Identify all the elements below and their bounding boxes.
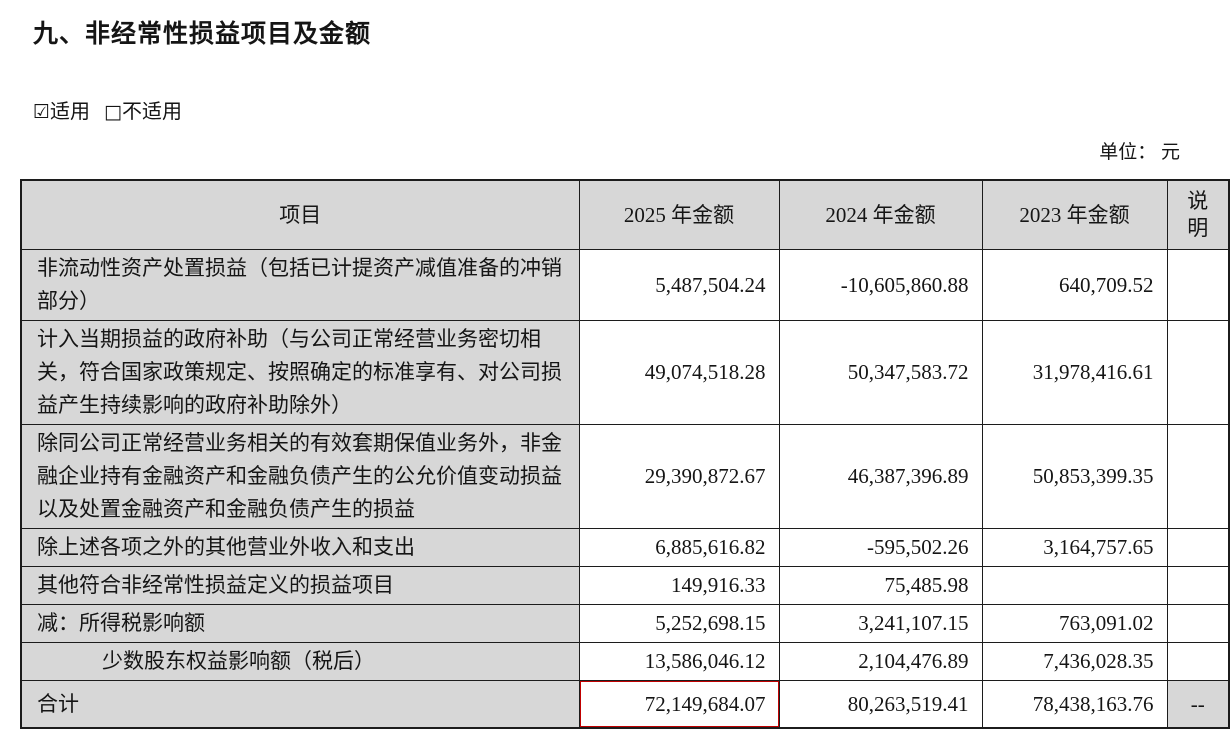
note-cell	[1166, 642, 1230, 681]
y2024-value-cell: 50,347,583.72	[778, 320, 983, 425]
header-item: 项目	[20, 179, 580, 250]
note-cell	[1166, 249, 1230, 321]
note-cell	[1166, 424, 1230, 529]
item-cell: 除同公司正常经营业务相关的有效套期保值业务外，非金融企业持有金融资产和金融负债产…	[20, 424, 580, 529]
y2024-value-cell: -595,502.26	[778, 528, 983, 567]
table-row: 除上述各项之外的其他营业外收入和支出 6,885,616.82 -595,502.2…	[20, 528, 1230, 567]
y2025-value-cell: 13,586,046.12	[578, 642, 780, 681]
table-row: 除同公司正常经营业务相关的有效套期保值业务外，非金融企业持有金融资产和金融负债产…	[20, 424, 1230, 529]
item-cell: 减：所得税影响额	[20, 604, 580, 643]
section-title: 九、非经常性损益项目及金额	[33, 21, 372, 48]
header-2023: 2023 年金额	[981, 179, 1168, 250]
not-applicable-option: □不适用	[104, 101, 182, 123]
y2024-value-cell: -10,605,860.88	[778, 249, 983, 321]
header-2024: 2024 年金额	[778, 179, 983, 250]
y2024-value-cell: 80,263,519.41	[778, 680, 983, 729]
item-cell: 非流动性资产处置损益（包括已计提资产减值准备的冲销部分）	[20, 249, 580, 321]
header-note: 说明	[1166, 179, 1230, 250]
unchecked-checkbox-icon: □	[104, 101, 122, 123]
nonrecurring-items-table: 项目 2025 年金额 2024 年金额 2023 年金额 说明 非流动性资产处…	[20, 179, 1230, 729]
y2023-value-cell: 640,709.52	[981, 249, 1168, 321]
header-2025: 2025 年金额	[578, 179, 780, 250]
table-body: 非流动性资产处置损益（包括已计提资产减值准备的冲销部分） 5,487,504.24…	[20, 249, 1230, 729]
table-row: 其他符合非经常性损益定义的损益项目 149,916.33 75,485.98	[20, 566, 1230, 605]
y2025-value-cell: 5,252,698.15	[578, 604, 780, 643]
applicability-line: ☑适用 □不适用	[33, 95, 1230, 124]
table-row: 非流动性资产处置损益（包括已计提资产减值准备的冲销部分） 5,487,504.24…	[20, 249, 1230, 321]
note-cell	[1166, 528, 1230, 567]
item-cell: 计入当期损益的政府补助（与公司正常经营业务密切相关，符合国家政策规定、按照确定的…	[20, 320, 580, 425]
item-cell: 少数股东权益影响额（税后）	[20, 642, 580, 681]
applicable-option: ☑适用	[33, 101, 90, 123]
not-applicable-label: 不适用	[122, 101, 182, 123]
item-cell: 其他符合非经常性损益定义的损益项目	[20, 566, 580, 605]
table-row: 计入当期损益的政府补助（与公司正常经营业务密切相关，符合国家政策规定、按照确定的…	[20, 320, 1230, 425]
applicable-label: 适用	[50, 101, 91, 123]
y2023-value-cell: 78,438,163.76	[981, 680, 1168, 729]
item-cell: 除上述各项之外的其他营业外收入和支出	[20, 528, 580, 567]
table-header-row: 项目 2025 年金额 2024 年金额 2023 年金额 说明	[20, 179, 1230, 250]
note-cell: --	[1166, 680, 1230, 729]
y2025-value-cell: 5,487,504.24	[578, 249, 780, 321]
y2024-value-cell: 46,387,396.89	[778, 424, 983, 529]
y2025-value-cell: 6,885,616.82	[578, 528, 780, 567]
y2024-value-cell: 2,104,476.89	[778, 642, 983, 681]
note-cell	[1166, 320, 1230, 425]
table-row: 少数股东权益影响额（税后） 13,586,046.12 2,104,476.89 7,…	[20, 642, 1230, 681]
y2025-value-cell: 49,074,518.28	[578, 320, 780, 425]
checked-checkbox-icon: ☑	[33, 101, 51, 123]
y2025-value-cell: 29,390,872.67	[578, 424, 780, 529]
unit-label: 单位： 元	[1099, 142, 1180, 163]
y2023-value-cell: 7,436,028.35	[981, 642, 1168, 681]
table-row: 减：所得税影响额 5,252,698.15 3,241,107.15 763,091.…	[20, 604, 1230, 643]
y2024-value-cell: 3,241,107.15	[778, 604, 983, 643]
note-cell	[1166, 604, 1230, 643]
note-cell	[1166, 566, 1230, 605]
item-cell: 合计	[20, 680, 580, 729]
y2023-value-cell: 3,164,757.65	[981, 528, 1168, 567]
y2023-value-cell	[981, 566, 1168, 605]
y2025-value-cell-highlighted: 72,149,684.07	[578, 680, 780, 729]
y2023-value-cell: 50,853,399.35	[981, 424, 1168, 529]
y2023-value-cell: 31,978,416.61	[981, 320, 1168, 425]
y2025-value-cell: 149,916.33	[578, 566, 780, 605]
y2024-value-cell: 75,485.98	[778, 566, 983, 605]
table-row-total: 合计 72,149,684.07 80,263,519.41 78,438,163.7…	[20, 680, 1230, 729]
y2023-value-cell: 763,091.02	[981, 604, 1168, 643]
